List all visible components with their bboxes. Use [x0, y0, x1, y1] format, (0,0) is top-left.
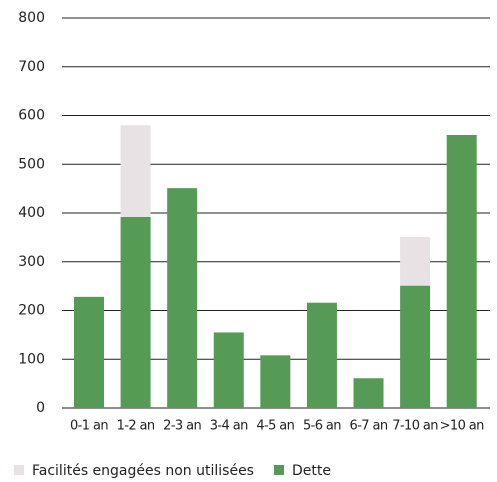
y-tick-label: 300: [18, 254, 45, 270]
bar: [446, 135, 477, 408]
legend-swatch: [14, 465, 24, 475]
y-tick-label: 800: [18, 10, 45, 26]
bar: [120, 125, 151, 217]
y-tick-label: 0: [36, 400, 45, 416]
x-tick-label: 7-10 an: [392, 419, 438, 434]
bar: [213, 332, 244, 408]
y-tick-label: 500: [18, 156, 45, 172]
bar: [400, 236, 431, 286]
bar: [167, 188, 198, 408]
y-tick-label: 400: [18, 205, 45, 221]
x-tick-label: 4-5 an: [256, 419, 294, 434]
bar: [73, 296, 104, 408]
bar: [260, 355, 291, 408]
x-tick-label: 6-7 an: [350, 419, 388, 434]
y-tick-label: 600: [18, 108, 45, 124]
bar: [353, 378, 384, 408]
x-tick-label: 3-4 an: [210, 419, 248, 434]
bar: [400, 285, 431, 408]
x-tick-label: >10 an: [440, 419, 485, 434]
x-tick-label: 2-3 an: [163, 419, 201, 434]
legend-label: Dette: [292, 463, 331, 479]
legend-swatch: [273, 465, 284, 475]
y-tick-label: 200: [18, 303, 45, 319]
bar: [306, 302, 337, 408]
legend-label: Facilités engagées non utilisées: [32, 463, 254, 479]
y-tick-label: 700: [18, 59, 45, 75]
y-tick-label: 100: [18, 351, 45, 367]
bar: [120, 216, 151, 408]
x-tick-label: 1-2 an: [117, 419, 155, 434]
x-tick-label: 0-1 an: [70, 419, 108, 434]
x-tick-label: 5-6 an: [303, 419, 341, 434]
